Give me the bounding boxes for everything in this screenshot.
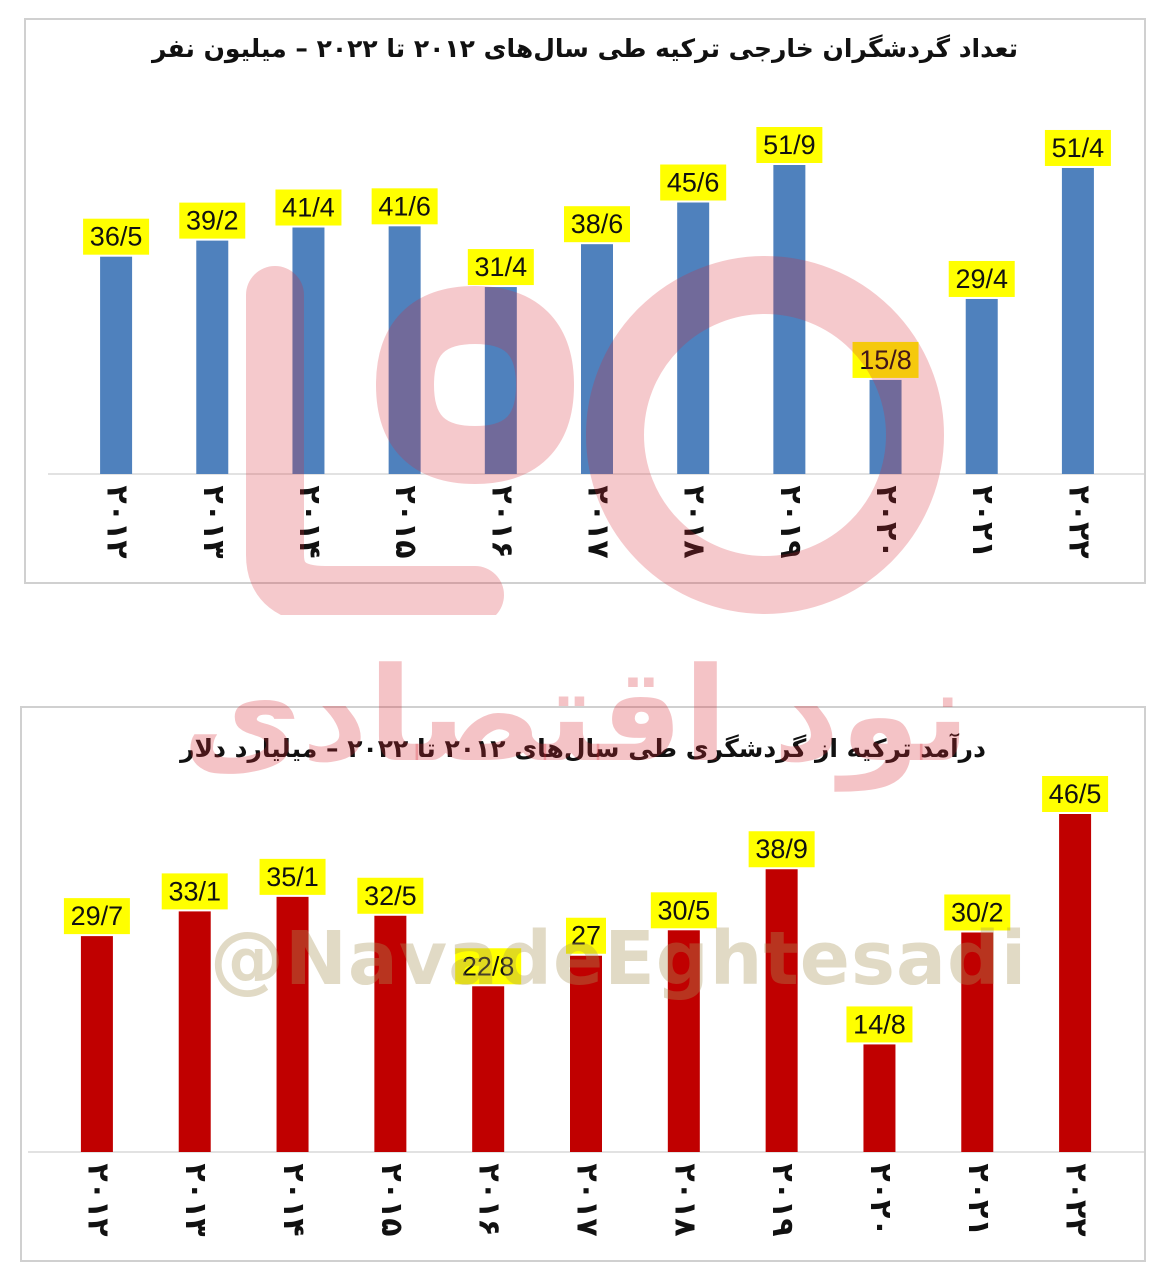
data-label: 27 — [571, 921, 601, 951]
chart-title: درآمد ترکیه از گردشگری طی سال‌های ۲۰۱۲ ت… — [180, 734, 986, 763]
bar-chart-tourists: 36/5 ۲۰۱۲ 39/2 ۲۰۱۳ 41/4 ۲۰۱۴ 41/6 ۲۰۱۵ 31/4 ۲۰۱۶… — [48, 127, 1144, 559]
bar — [570, 955, 602, 1152]
bar — [1061, 167, 1094, 475]
data-label: 36/5 — [90, 222, 143, 252]
x-tick-label: ۲۰۱۵ — [388, 485, 423, 558]
bar — [667, 930, 700, 1152]
x-tick-label: ۲۰۱۲ — [80, 1163, 115, 1236]
x-tick-label: ۲۰۲۱ — [961, 1163, 996, 1236]
data-label-bg — [1042, 776, 1109, 812]
data-label: 38/9 — [755, 834, 808, 864]
data-label-bg — [161, 873, 228, 910]
bar-chart-revenue: 29/7 ۲۰۱۲ 33/1 ۲۰۱۳ 35/1 ۲۰۱۴ 32/5 ۲۰۱۵ 22/8 ۲۰۱۶… — [28, 776, 1144, 1237]
bar — [178, 911, 211, 1152]
data-label-bg — [1044, 129, 1111, 166]
data-label: 35/1 — [266, 862, 319, 892]
bar — [1059, 814, 1092, 1152]
bar — [472, 986, 505, 1152]
data-label-bg — [259, 858, 326, 895]
x-tick-label: ۲۰۱۳ — [178, 1163, 213, 1236]
x-tick-label: ۲۰۲۲ — [1059, 1163, 1094, 1236]
x-tick-label: ۲۰۱۹ — [765, 1163, 800, 1236]
bar — [965, 298, 998, 474]
bar — [292, 227, 325, 474]
data-label: 14/8 — [853, 1009, 906, 1039]
data-label-bg — [455, 948, 522, 985]
data-label-bg — [566, 917, 606, 954]
data-label: 30/2 — [951, 897, 1004, 927]
data-label-bg — [371, 188, 438, 225]
data-label: 31/4 — [475, 252, 528, 282]
data-label: 33/1 — [168, 876, 221, 906]
data-label-bg — [83, 218, 150, 255]
data-label: 51/9 — [763, 130, 816, 160]
bar — [581, 244, 613, 474]
data-label-bg — [948, 260, 1015, 297]
data-label-bg — [944, 894, 1011, 931]
bar — [677, 202, 710, 474]
data-label: 22/8 — [462, 951, 515, 981]
x-tick-label: ۲۰۲۰ — [869, 485, 904, 558]
x-tick-label: ۲۰۱۸ — [677, 485, 712, 558]
x-tick-label: ۲۰۲۲ — [1061, 485, 1096, 558]
bar — [374, 915, 407, 1152]
data-label: 30/5 — [658, 895, 711, 925]
chart-panel-revenue: درآمد ترکیه از گردشگری طی سال‌های ۲۰۱۲ ت… — [20, 706, 1146, 1262]
data-label: 41/4 — [282, 193, 335, 223]
bar — [961, 932, 994, 1152]
data-label-bg — [846, 1006, 913, 1043]
x-tick-label: ۲۰۱۴ — [276, 1163, 311, 1236]
x-tick-label: ۲۰۱۶ — [472, 1163, 507, 1236]
data-label-bg — [650, 892, 717, 929]
x-tick-label: ۲۰۱۹ — [773, 485, 808, 558]
data-label: 39/2 — [186, 206, 239, 236]
data-label-bg — [748, 831, 815, 868]
data-label: 41/6 — [378, 191, 431, 221]
x-tick-label: ۲۰۱۷ — [570, 1163, 605, 1236]
data-label-bg — [660, 164, 727, 201]
x-tick-label: ۲۰۲۱ — [965, 485, 1000, 558]
bar — [276, 896, 309, 1152]
bar — [869, 379, 902, 474]
data-label-bg — [756, 127, 823, 163]
data-label-bg — [564, 206, 630, 243]
bar — [765, 869, 798, 1152]
data-label-bg — [852, 341, 919, 378]
data-label: 32/5 — [364, 881, 417, 911]
data-label: 29/4 — [955, 264, 1008, 294]
x-tick-label: ۲۰۱۸ — [667, 1163, 702, 1236]
data-label-bg — [357, 877, 424, 914]
data-label-bg — [179, 202, 246, 239]
bar — [863, 1044, 896, 1152]
bar — [100, 256, 133, 474]
data-label-bg — [467, 249, 534, 286]
data-label-bg — [275, 189, 342, 226]
bar — [80, 936, 113, 1152]
bar — [388, 226, 421, 474]
data-label: 51/4 — [1052, 133, 1105, 163]
x-tick-label: ۲۰۲۰ — [863, 1163, 898, 1236]
bar — [773, 165, 806, 474]
data-label-bg — [63, 898, 130, 935]
x-tick-label: ۲۰۱۵ — [374, 1163, 409, 1236]
data-label: 38/6 — [571, 209, 624, 239]
chart-panel-tourists: تعداد گردشگران خارجی ترکیه طی سال‌های ۲۰… — [24, 18, 1146, 584]
x-tick-label: ۲۰۱۶ — [484, 485, 519, 558]
bar — [484, 287, 517, 474]
data-label: 46/5 — [1049, 779, 1102, 809]
x-tick-label: ۲۰۱۴ — [292, 485, 327, 558]
data-label: 29/7 — [71, 901, 124, 931]
data-label: 15/8 — [859, 345, 912, 375]
data-label: 45/6 — [667, 168, 720, 198]
x-tick-label: ۲۰۱۷ — [581, 485, 616, 558]
chart-title: تعداد گردشگران خارجی ترکیه طی سال‌های ۲۰… — [151, 34, 1019, 63]
bar — [196, 240, 229, 474]
x-tick-label: ۲۰۱۳ — [196, 485, 231, 558]
x-tick-label: ۲۰۱۲ — [100, 485, 135, 558]
